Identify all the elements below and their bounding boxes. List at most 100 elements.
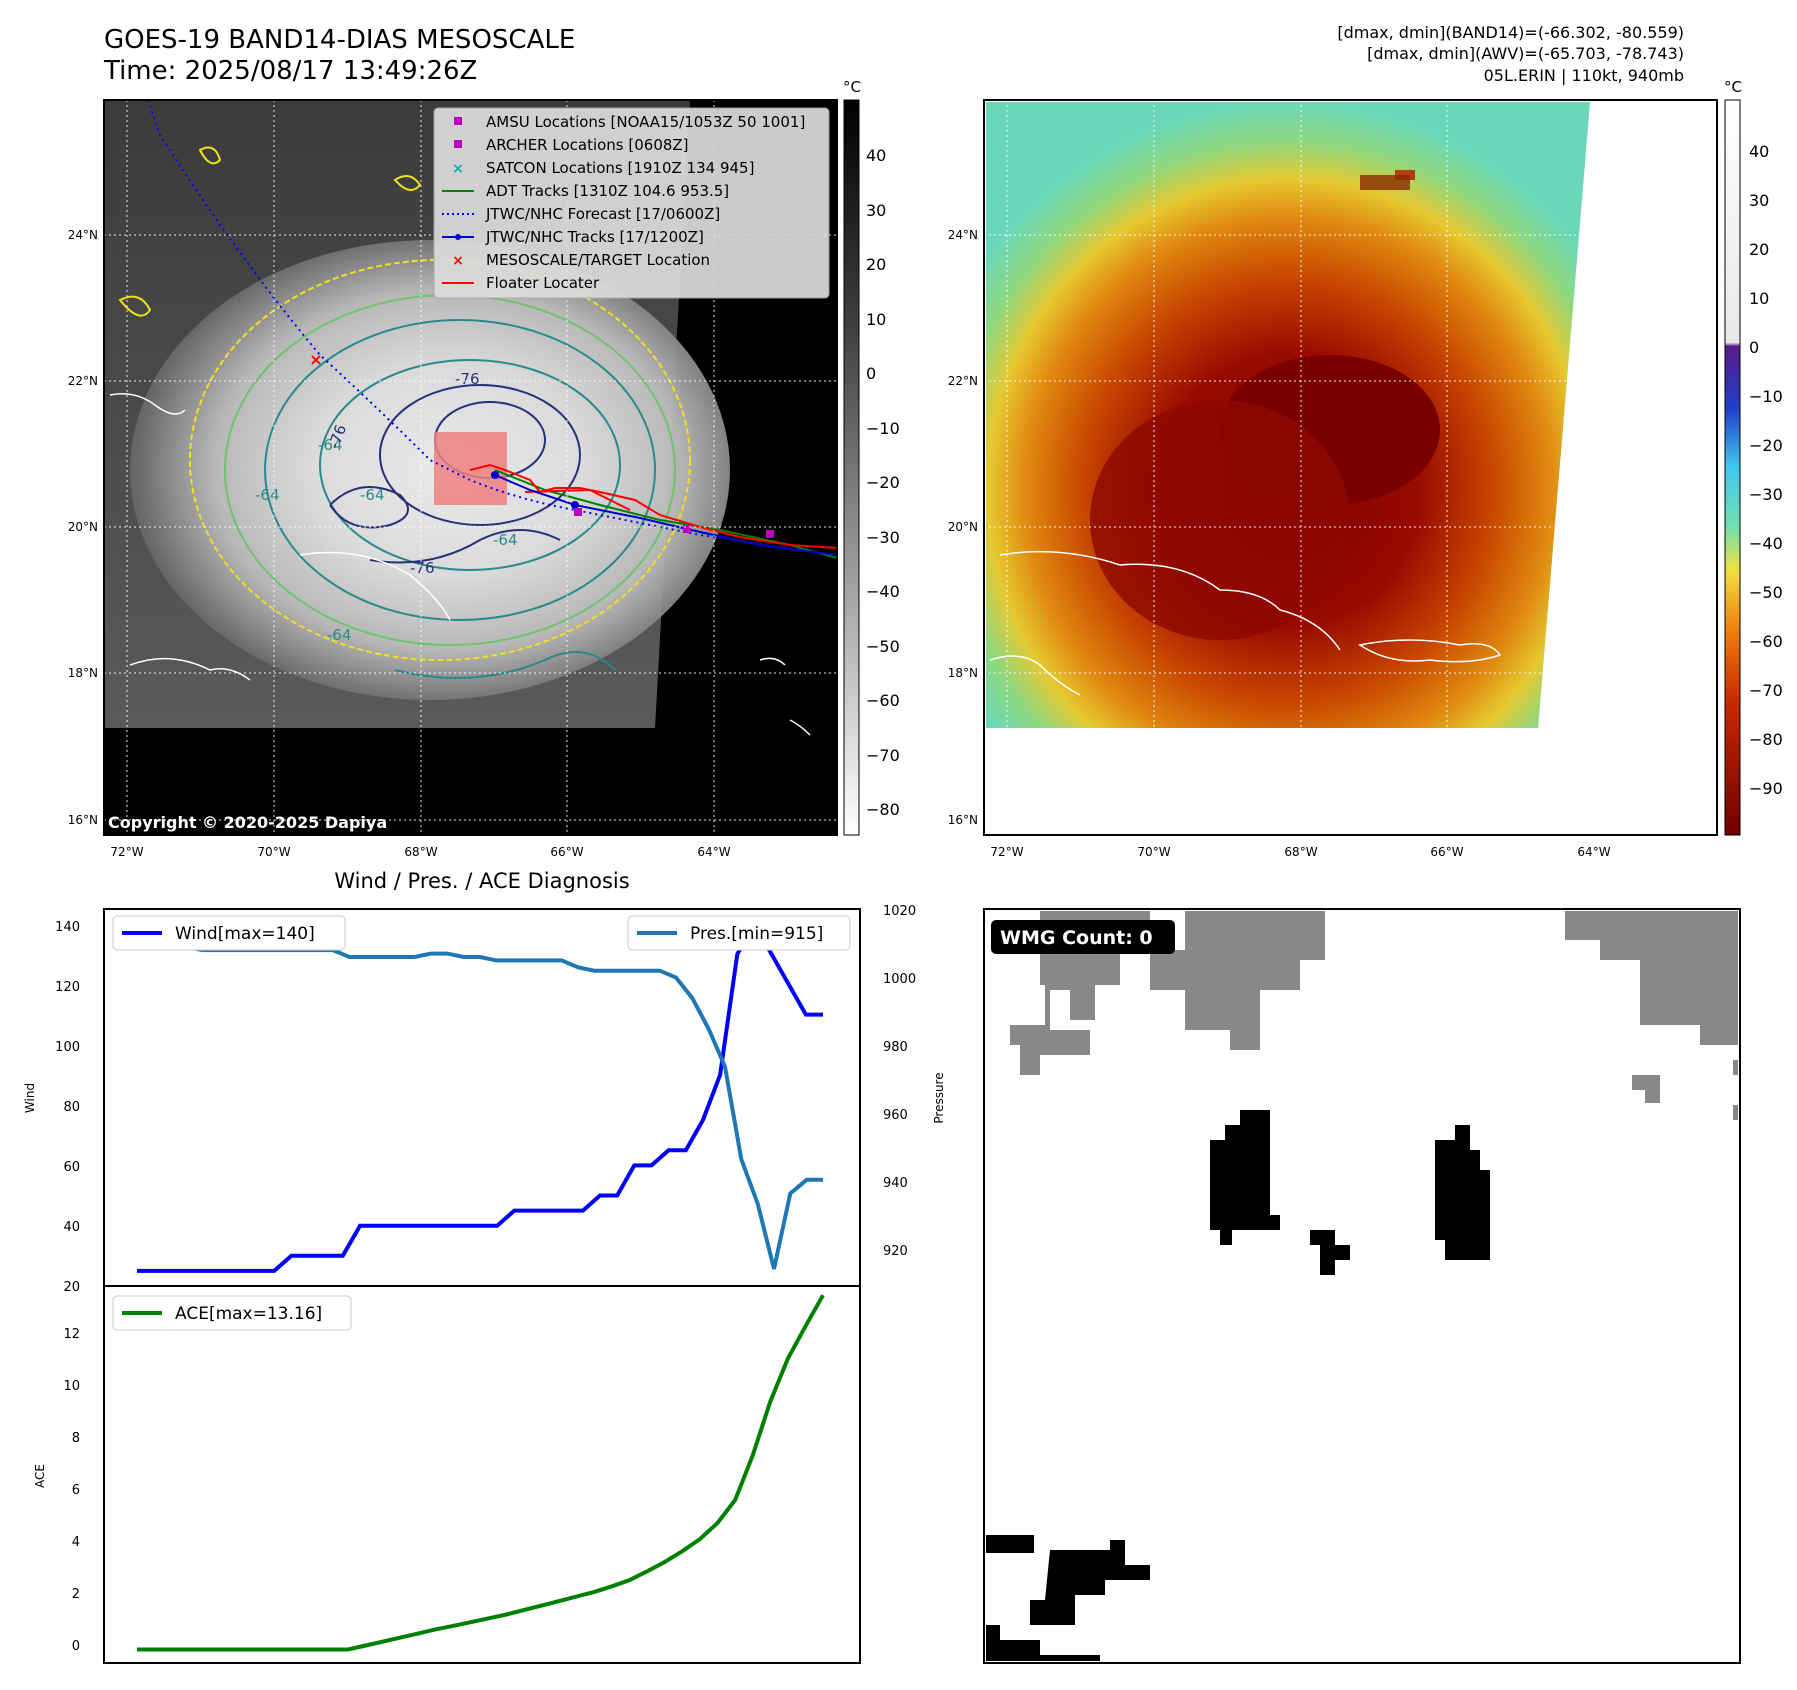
lat-label: 18°N [68, 666, 98, 680]
ace-ytick: 4 [72, 1535, 80, 1550]
colorbar-tick: −20 [1749, 436, 1783, 455]
svg-text:×: × [452, 253, 464, 269]
lon-label: 68°W [404, 845, 437, 859]
lat-label: 20°N [68, 520, 98, 534]
pressure-legend-label: Pres.[min=915] [690, 924, 823, 944]
colorbar-tick: −70 [866, 746, 900, 765]
ir-colorbar: °C 40 30 20 10 0 −10 −20 −30 −40 −50 −60… [843, 78, 900, 836]
pressure-ytick: 980 [883, 1040, 908, 1055]
legend-label-tracks: JTWC/NHC Tracks [17/1200Z] [485, 228, 704, 246]
colorbar-tick: −40 [1749, 534, 1783, 553]
legend-label-adt: ADT Tracks [1310Z 104.6 953.5] [486, 182, 729, 200]
ace-ytick: 2 [72, 1587, 80, 1602]
colorbar-tick: −30 [1749, 485, 1783, 504]
pressure-ytick: 1020 [883, 904, 916, 919]
pressure-ytick: 1000 [883, 972, 916, 987]
colorbar-tick: −90 [1749, 779, 1783, 798]
pressure-ytick: 960 [883, 1108, 908, 1123]
colorbar-tick: 0 [866, 364, 876, 383]
map-title-line2: Time: 2025/08/17 13:49:26Z [104, 56, 478, 86]
svg-text:×: × [309, 350, 322, 369]
map-legend: × × AMSU Locations [NOAA15/1053Z 50 1001… [433, 107, 830, 299]
ace-ytick: 8 [72, 1431, 80, 1446]
colorbar-tick: 20 [1749, 240, 1769, 259]
ace-chart: 12 10 8 6 4 2 0 ACE ACE[max=13.16] [33, 1285, 861, 1664]
lon-label: 70°W [257, 845, 290, 859]
colorbar-tick: 40 [866, 146, 886, 165]
ace-ytick: 0 [72, 1639, 80, 1654]
wind-ytick: 20 [63, 1280, 80, 1295]
legend-label-archer: ARCHER Locations [0608Z] [486, 136, 689, 154]
contour-label: -64 [360, 486, 385, 504]
lon-label: 66°W [1430, 845, 1463, 859]
contour-label: -64 [327, 626, 352, 644]
svg-text:×: × [452, 161, 464, 177]
contour-label: -64 [493, 531, 518, 549]
awv-colorbar: °C 40 30 20 10 0 −10 −20 −30 −40 −50 −60… [1724, 78, 1783, 836]
wind-series-line [137, 920, 823, 1273]
copyright-text: Copyright © 2020-2025 Dapiya [108, 813, 387, 832]
legend-label-floater: Floater Locater [486, 274, 600, 292]
lat-label: 24°N [948, 228, 978, 242]
wind-ytick: 80 [63, 1100, 80, 1115]
contour-label: -64 [255, 486, 280, 504]
ir-map-panel: × -76 -64 -64 -64 -76 -64 -76 -64 [68, 99, 838, 859]
lat-label: 16°N [68, 813, 98, 827]
legend-label-forecast: JTWC/NHC Forecast [17/0600Z] [485, 205, 720, 223]
wind-ytick: 140 [55, 920, 80, 935]
colorbar-tick: −10 [866, 419, 900, 438]
pressure-ytick: 940 [883, 1176, 908, 1191]
ace-ytick: 6 [72, 1483, 80, 1498]
chart-title: Wind / Pres. / ACE Diagnosis [334, 869, 629, 893]
lon-label: 66°W [550, 845, 583, 859]
ace-series-line [137, 1294, 825, 1652]
colorbar-tick: −60 [866, 691, 900, 710]
colorbar-tick: −20 [866, 473, 900, 492]
map-title-line1: GOES-19 BAND14-DIAS MESOSCALE [104, 25, 576, 55]
colorbar-tick: 30 [866, 201, 886, 220]
wind-legend-label: Wind[max=140] [175, 924, 315, 944]
colorbar-tick: −50 [1749, 583, 1783, 602]
lat-label: 16°N [948, 813, 978, 827]
colorbar-tick: 10 [866, 310, 886, 329]
colorbar-tick: −50 [866, 637, 900, 656]
colorbar-unit: °C [843, 78, 861, 96]
colorbar-tick: 20 [866, 255, 886, 274]
colorbar-unit: °C [1724, 78, 1742, 96]
wind-ytick: 120 [55, 980, 80, 995]
wind-ytick: 60 [63, 1160, 80, 1175]
contour-label: -76 [410, 559, 435, 577]
colorbar-tick: −80 [1749, 730, 1783, 749]
legend-label-satcon: SATCON Locations [1910Z 134 945] [486, 159, 754, 177]
lon-label: 64°W [1577, 845, 1610, 859]
contour-label: -64 [318, 436, 343, 454]
pressure-axis-label: Pressure [932, 1072, 946, 1123]
colorbar-tick: 30 [1749, 191, 1769, 210]
lon-label: 72°W [110, 845, 143, 859]
ace-axis-label: ACE [33, 1464, 47, 1488]
colorbar-tick: 40 [1749, 142, 1769, 161]
contour-label: -76 [455, 370, 480, 388]
ace-legend-label: ACE[max=13.16] [175, 1304, 322, 1324]
wmg-panel: WMG Count: 0 [983, 908, 1741, 1664]
ace-legend: ACE[max=13.16] [112, 1295, 352, 1331]
ace-ytick: 12 [63, 1327, 80, 1342]
info-line2: [dmax, dmin](AWV)=(-65.703, -78.743) [1367, 44, 1684, 63]
colorbar-tick: −80 [866, 800, 900, 819]
pressure-legend: Pres.[min=915] [627, 915, 851, 951]
awv-map-panel: 24°N 22°N 20°N 18°N 16°N 72°W 70°W 68°W … [948, 99, 1718, 859]
colorbar-tick: −30 [866, 528, 900, 547]
ace-ytick: 10 [63, 1379, 80, 1394]
info-line3: 05L.ERIN | 110kt, 940mb [1483, 66, 1684, 85]
lat-label: 18°N [948, 666, 978, 680]
info-line1: [dmax, dmin](BAND14)=(-66.302, -80.559) [1337, 23, 1684, 42]
lon-label: 68°W [1284, 845, 1317, 859]
lat-label: 20°N [948, 520, 978, 534]
colorbar-tick: −40 [866, 582, 900, 601]
lat-label: 22°N [948, 374, 978, 388]
wind-axis-label: Wind [23, 1083, 37, 1113]
legend-label-amsu: AMSU Locations [NOAA15/1053Z 50 1001] [486, 113, 805, 131]
wmg-count-label: WMG Count: 0 [1000, 927, 1153, 949]
legend-label-target: MESOSCALE/TARGET Location [486, 251, 710, 269]
